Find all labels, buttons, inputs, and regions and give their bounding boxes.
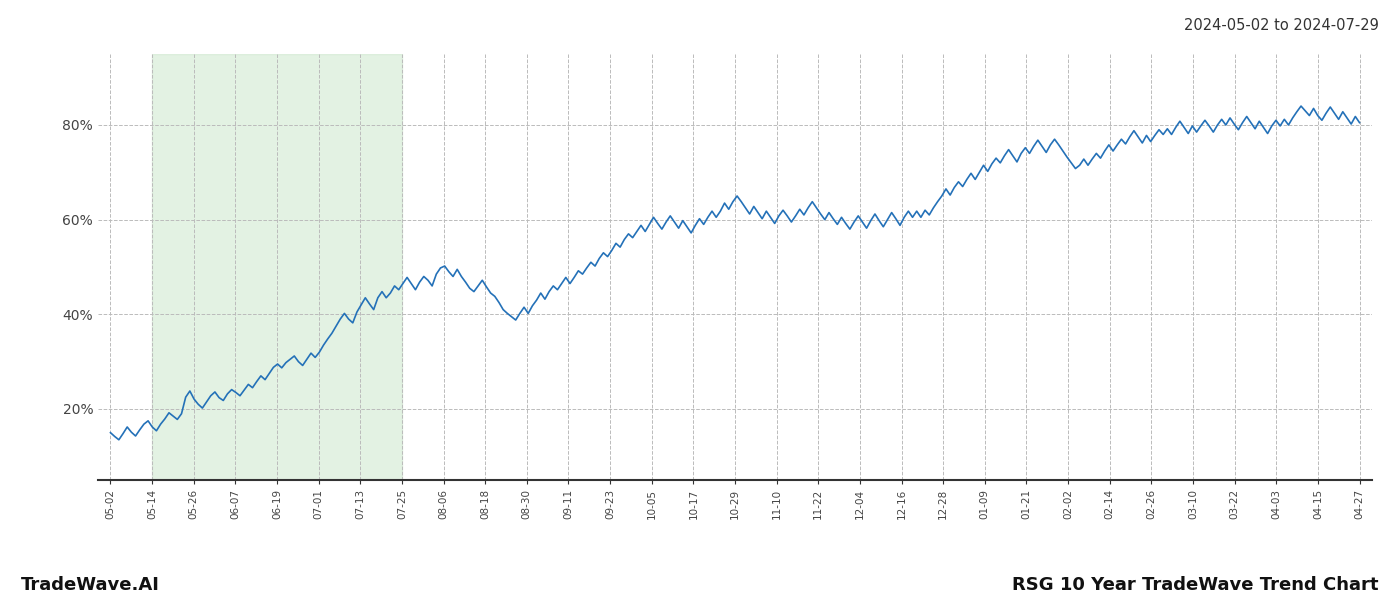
Text: 2024-05-02 to 2024-07-29: 2024-05-02 to 2024-07-29 (1184, 18, 1379, 33)
Bar (153, 54, 402, 480)
Text: TradeWave.AI: TradeWave.AI (21, 576, 160, 594)
Text: RSG 10 Year TradeWave Trend Chart: RSG 10 Year TradeWave Trend Chart (1012, 576, 1379, 594)
